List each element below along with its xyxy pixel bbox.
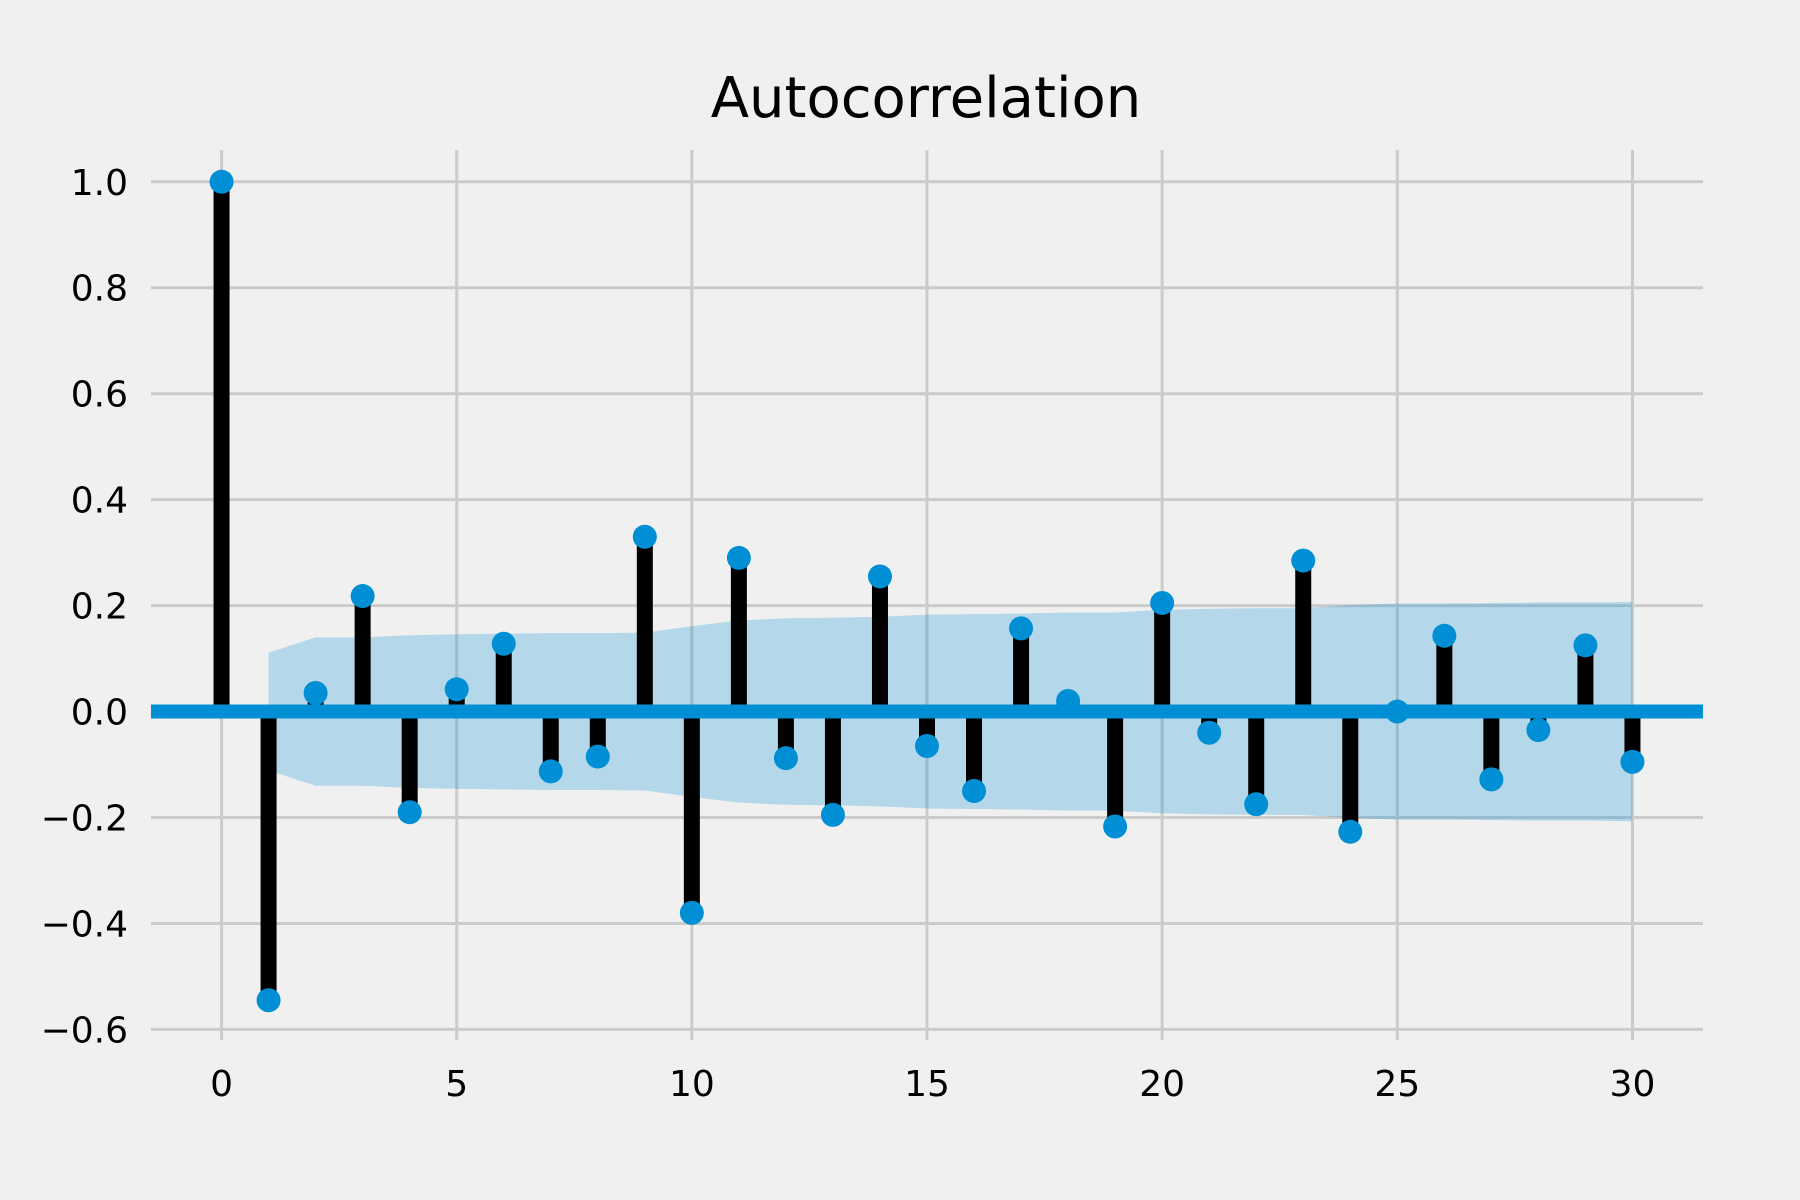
y-tick-label-2: −0.2 [41, 799, 128, 840]
marker-lag-10 [679, 900, 704, 925]
marker-lag-9 [632, 524, 657, 549]
marker-lag-28 [1526, 718, 1551, 743]
marker-lag-17 [1009, 616, 1034, 641]
marker-lag-8 [585, 744, 610, 769]
x-tick-label-20: 20 [1139, 1064, 1185, 1105]
marker-lag-6 [491, 631, 516, 656]
x-tick-label-0: 0 [210, 1064, 233, 1105]
marker-lag-1 [256, 988, 281, 1013]
marker-lag-19 [1103, 814, 1128, 839]
marker-lag-16 [962, 779, 987, 804]
tick-label-layer: 0 5 10 15 20 25 30 −0.6 −0.4 −0.2 0.0 0.2 0.4 0.6 0.8 1… [41, 163, 1656, 1105]
y-tick-label-4: 0.2 [71, 587, 128, 628]
marker-lag-15 [915, 733, 939, 758]
marker-lag-4 [397, 800, 422, 825]
marker-lag-14 [867, 564, 892, 589]
marker-lag-25 [1385, 699, 1410, 724]
marker-lag-23 [1291, 548, 1316, 573]
marker-lag-26 [1432, 623, 1457, 648]
marker-lag-7 [538, 759, 563, 784]
marker-layer [209, 169, 1645, 1013]
x-tick-label-15: 15 [904, 1064, 950, 1105]
marker-lag-24 [1338, 819, 1363, 844]
marker-lag-30 [1620, 749, 1645, 774]
y-tick-label-3: 0.0 [71, 693, 128, 734]
marker-lag-20 [1150, 590, 1175, 615]
y-tick-label-5: 0.4 [71, 481, 128, 522]
marker-lag-3 [350, 584, 375, 609]
x-tick-label-30: 30 [1610, 1064, 1656, 1105]
marker-lag-2 [303, 681, 328, 706]
grid-layer [151, 150, 1703, 1040]
y-tick-label-8: 1.0 [71, 163, 128, 204]
marker-lag-5 [444, 677, 469, 702]
y-tick-label-1: −0.4 [41, 904, 128, 945]
marker-lag-13 [820, 802, 845, 827]
marker-lag-22 [1244, 792, 1269, 817]
marker-lag-27 [1479, 767, 1504, 792]
x-tick-label-5: 5 [445, 1064, 468, 1105]
marker-lag-0 [209, 169, 234, 194]
y-tick-label-0: −0.6 [41, 1010, 128, 1051]
x-tick-label-10: 10 [669, 1064, 715, 1105]
y-tick-label-6: 0.6 [71, 375, 128, 416]
x-tick-label-25: 25 [1374, 1064, 1420, 1105]
marker-lag-21 [1197, 720, 1222, 745]
y-tick-label-7: 0.8 [71, 269, 128, 310]
marker-lag-29 [1573, 633, 1598, 658]
marker-lag-12 [773, 746, 798, 771]
chart-title: Autocorrelation [711, 66, 1142, 131]
marker-lag-11 [726, 545, 751, 570]
marker-lag-18 [1056, 688, 1081, 713]
